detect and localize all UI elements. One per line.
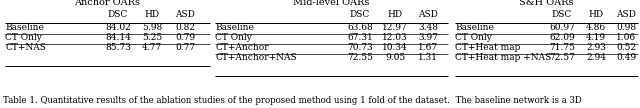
Text: DSC: DSC	[552, 10, 572, 19]
Text: 4.86: 4.86	[586, 23, 606, 32]
Text: 72.55: 72.55	[347, 53, 373, 62]
Text: CT+Anchor: CT+Anchor	[215, 43, 269, 52]
Text: 0.82: 0.82	[175, 23, 195, 32]
Text: 9.05: 9.05	[385, 53, 405, 62]
Text: CT+NAS: CT+NAS	[5, 43, 46, 52]
Text: 12.03: 12.03	[382, 33, 408, 42]
Text: CT Only: CT Only	[5, 33, 42, 42]
Text: 85.73: 85.73	[105, 43, 131, 52]
Text: CT+Heat map: CT+Heat map	[455, 43, 520, 52]
Text: Baseline: Baseline	[215, 23, 254, 32]
Text: HD: HD	[588, 10, 604, 19]
Text: 67.31: 67.31	[347, 33, 373, 42]
Text: 12.97: 12.97	[382, 23, 408, 32]
Text: DSC: DSC	[350, 10, 370, 19]
Text: CT Only: CT Only	[215, 33, 252, 42]
Text: 1.06: 1.06	[616, 33, 636, 42]
Text: Table 1. Quantitative results of the ablation studies of the proposed method usi: Table 1. Quantitative results of the abl…	[3, 96, 582, 105]
Text: 4.77: 4.77	[142, 43, 162, 52]
Text: ASD: ASD	[175, 10, 195, 19]
Text: HD: HD	[387, 10, 403, 19]
Text: 62.09: 62.09	[549, 33, 575, 42]
Text: 3.97: 3.97	[418, 33, 438, 42]
Text: 1.67: 1.67	[418, 43, 438, 52]
Text: ASD: ASD	[418, 10, 438, 19]
Text: 5.25: 5.25	[142, 33, 162, 42]
Text: Baseline: Baseline	[455, 23, 494, 32]
Text: 60.97: 60.97	[549, 23, 575, 32]
Text: 2.94: 2.94	[586, 53, 606, 62]
Text: 70.73: 70.73	[347, 43, 373, 52]
Text: CT Only: CT Only	[455, 33, 492, 42]
Text: 0.98: 0.98	[616, 23, 636, 32]
Text: Anchor OARs: Anchor OARs	[74, 0, 141, 7]
Text: CT+Heat map +NAS: CT+Heat map +NAS	[455, 53, 551, 62]
Text: 0.79: 0.79	[175, 33, 195, 42]
Text: 63.68: 63.68	[347, 23, 373, 32]
Text: 4.19: 4.19	[586, 33, 606, 42]
Text: HD: HD	[145, 10, 159, 19]
Text: Baseline: Baseline	[5, 23, 44, 32]
Text: DSC: DSC	[108, 10, 128, 19]
Text: 0.49: 0.49	[616, 53, 636, 62]
Text: S&H OARs: S&H OARs	[519, 0, 573, 7]
Text: CT+Anchor+NAS: CT+Anchor+NAS	[215, 53, 296, 62]
Text: 71.75: 71.75	[549, 43, 575, 52]
Text: 84.02: 84.02	[105, 23, 131, 32]
Text: 10.34: 10.34	[382, 43, 408, 52]
Text: 0.52: 0.52	[616, 43, 636, 52]
Text: ASD: ASD	[616, 10, 636, 19]
Text: 3.48: 3.48	[418, 23, 438, 32]
Text: 2.93: 2.93	[586, 43, 606, 52]
Text: 1.31: 1.31	[418, 53, 438, 62]
Text: 0.77: 0.77	[175, 43, 195, 52]
Text: 5.98: 5.98	[142, 23, 162, 32]
Text: 84.14: 84.14	[105, 33, 131, 42]
Text: 72.57: 72.57	[549, 53, 575, 62]
Text: Mid-level OARs: Mid-level OARs	[293, 0, 370, 7]
